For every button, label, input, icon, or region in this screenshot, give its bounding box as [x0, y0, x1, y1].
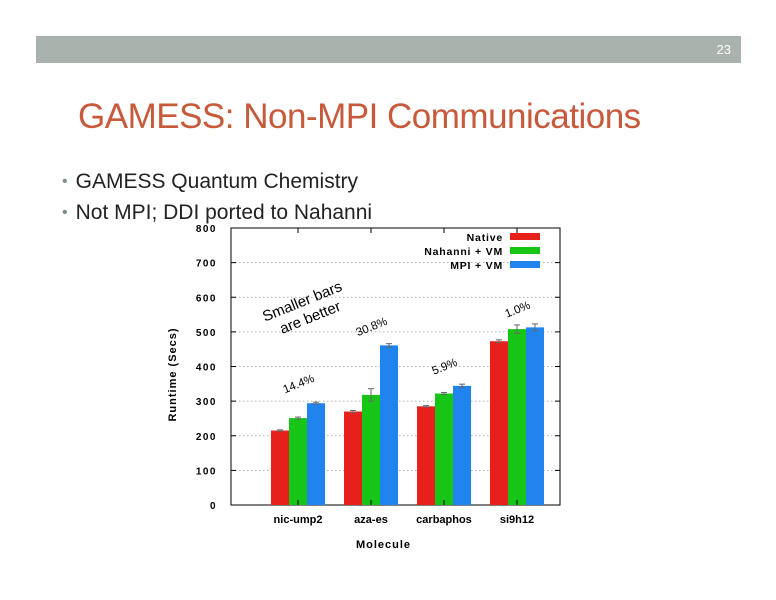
- bar-carbaphos-nahannivm: [435, 393, 453, 505]
- x-tick-label: si9h12: [500, 514, 534, 526]
- slide-number: 23: [716, 42, 731, 57]
- bullet-dot-icon: •: [62, 204, 68, 221]
- legend-label: Nahanni + VM: [424, 246, 503, 258]
- legend-label: Native: [467, 232, 503, 244]
- bullet-list: • GAMESS Quantum Chemistry • Not MPI; DDI …: [62, 166, 372, 228]
- bar-nic-ump2-native: [271, 430, 289, 505]
- y-tick-label: 600: [196, 293, 217, 304]
- x-tick-label: aza-es: [354, 514, 388, 526]
- bullet-item: • Not MPI; DDI ported to Nahanni: [62, 197, 372, 228]
- bar-si9h12-nahannivm: [508, 329, 526, 505]
- x-tick-label: nic-ump2: [274, 514, 323, 526]
- bar-aza-es-mpivm: [380, 345, 398, 505]
- y-tick-label: 400: [196, 363, 217, 374]
- bullet-item: • GAMESS Quantum Chemistry: [62, 166, 372, 197]
- bar-si9h12-native: [490, 341, 508, 505]
- bullet-text: GAMESS Quantum Chemistry: [75, 170, 359, 193]
- y-tick-label: 300: [196, 397, 217, 408]
- bar-aza-es-native: [344, 411, 362, 505]
- top-bar: 23: [36, 36, 741, 63]
- bullet-text: Not MPI; DDI ported to Nahanni: [75, 201, 373, 224]
- x-axis-label: Molecule: [356, 539, 411, 551]
- y-tick-label: 0: [210, 501, 217, 512]
- x-tick-label: carbaphos: [416, 514, 472, 526]
- legend-swatch: [510, 261, 540, 268]
- y-axis-label: Runtime (Secs): [167, 327, 179, 421]
- bullet-dot-icon: •: [62, 173, 68, 190]
- legend-label: MPI + VM: [450, 260, 503, 272]
- slide-title: GAMESS: Non-MPI Communications: [78, 97, 641, 136]
- bar-si9h12-mpivm: [526, 327, 544, 505]
- runtime-bar-chart: 0 100 200 300 400 500 600 700 800 nic-ump2 aza-es c…: [167, 224, 561, 551]
- y-tick-label: 100: [196, 466, 217, 477]
- bar-carbaphos-native: [417, 406, 435, 505]
- y-tick-label: 800: [196, 224, 217, 235]
- bar-aza-es-nahannivm: [362, 394, 380, 505]
- legend-swatch: [510, 247, 540, 254]
- y-tick-label: 200: [196, 432, 217, 443]
- legend-swatch: [510, 233, 540, 240]
- bar-nic-ump2-nahannivm: [289, 418, 307, 505]
- y-tick-label: 500: [196, 328, 217, 339]
- bar-nic-ump2-mpivm: [307, 403, 325, 505]
- bar-carbaphos-mpivm: [453, 385, 471, 505]
- y-tick-label: 700: [196, 259, 217, 270]
